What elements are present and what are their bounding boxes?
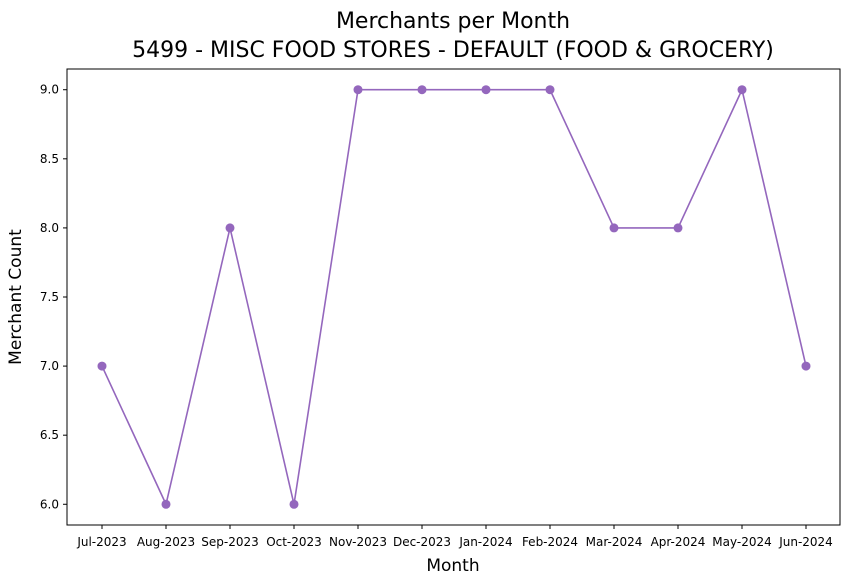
y-tick-label: 6.0 (40, 497, 59, 511)
y-tick-label: 7.0 (40, 359, 59, 373)
data-point (97, 361, 107, 371)
x-tick-label: Apr-2024 (651, 535, 706, 549)
plot-area-frame (66, 68, 841, 526)
y-tick-label: 8.5 (40, 152, 59, 166)
data-point (417, 85, 427, 95)
data-point (545, 85, 555, 95)
x-tick-label: Mar-2024 (586, 535, 643, 549)
x-tick-label: May-2024 (712, 535, 771, 549)
chart-title: Merchants per Month (336, 9, 570, 34)
data-point (289, 499, 299, 509)
x-tick-label: Aug-2023 (137, 535, 195, 549)
y-tick-label: 6.5 (40, 428, 59, 442)
x-tick-label: Jan-2024 (458, 535, 512, 549)
x-tick-label: Jul-2023 (76, 535, 126, 549)
data-point (801, 361, 811, 371)
series-line (101, 87, 807, 507)
data-point (673, 223, 683, 233)
x-tick-label: Nov-2023 (329, 535, 387, 549)
y-tick-label: 9.0 (40, 83, 59, 97)
y-tick-label: 8.0 (40, 221, 59, 235)
y-axis-label: Merchant Count (6, 229, 26, 365)
x-tick-label: Jun-2024 (778, 535, 833, 549)
x-tick-label: Oct-2023 (266, 535, 322, 549)
y-tick-label: 7.5 (40, 290, 59, 304)
x-tick-label: Feb-2024 (522, 535, 578, 549)
data-point (609, 223, 619, 233)
data-point (481, 85, 491, 95)
x-tick-label: Dec-2023 (393, 535, 451, 549)
series-group (97, 85, 811, 509)
data-point (225, 223, 235, 233)
x-axis-ticks: Jul-2023 Aug-2023 Sep-2023 Oct-2023 Nov-2023… (76, 525, 833, 549)
x-tick-label: Sep-2023 (201, 535, 259, 549)
x-axis-label: Month (426, 556, 479, 576)
data-point (161, 499, 171, 509)
data-point (353, 85, 363, 95)
chart-subtitle: 5499 - MISC FOOD STORES - DEFAULT (FOOD … (132, 38, 774, 63)
y-axis-ticks: 6.0 6.5 7.0 7.5 8.0 8.5 9.0 (40, 83, 67, 511)
data-point (737, 85, 747, 95)
